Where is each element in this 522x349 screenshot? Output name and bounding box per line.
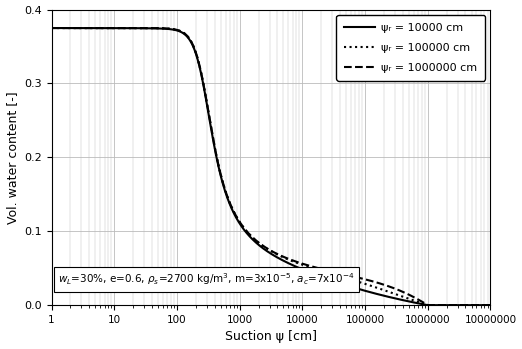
ψᵣ = 100000 cm <box>99 26 105 30</box>
Text: $w_L$=30%, e=0.6, $\rho_s$=2700 kg/m$^3$, m=3x10$^{-5}$, $a_c$=7x10$^{-4}$: $w_L$=30%, e=0.6, $\rho_s$=2700 kg/m$^3$… <box>58 272 354 288</box>
ψᵣ = 10000 cm <box>49 26 55 30</box>
Line: ψᵣ = 1000000 cm: ψᵣ = 1000000 cm <box>52 28 490 305</box>
ψᵣ = 10000 cm <box>217 170 223 174</box>
ψᵣ = 1000000 cm <box>125 26 131 30</box>
ψᵣ = 10000 cm <box>236 220 242 224</box>
ψᵣ = 100000 cm <box>479 303 485 307</box>
Y-axis label: Vol. water content [-]: Vol. water content [-] <box>6 91 19 224</box>
ψᵣ = 1000000 cm <box>49 26 55 30</box>
ψᵣ = 1000000 cm <box>236 218 242 223</box>
ψᵣ = 1000000 cm <box>487 303 493 307</box>
ψᵣ = 100000 cm <box>487 303 493 307</box>
Line: ψᵣ = 10000 cm: ψᵣ = 10000 cm <box>52 28 490 305</box>
ψᵣ = 100000 cm <box>217 169 223 173</box>
ψᵣ = 1000000 cm <box>424 303 431 307</box>
ψᵣ = 100000 cm <box>125 26 131 30</box>
ψᵣ = 10000 cm <box>432 303 438 307</box>
Line: ψᵣ = 100000 cm: ψᵣ = 100000 cm <box>52 28 490 305</box>
X-axis label: Suction ψ [cm]: Suction ψ [cm] <box>225 331 317 343</box>
ψᵣ = 1000000 cm <box>99 26 105 30</box>
ψᵣ = 1000000 cm <box>479 303 485 307</box>
Legend: ψᵣ = 10000 cm, ψᵣ = 100000 cm, ψᵣ = 1000000 cm: ψᵣ = 10000 cm, ψᵣ = 100000 cm, ψᵣ = 1000… <box>337 15 485 81</box>
ψᵣ = 10000 cm <box>99 26 105 30</box>
ψᵣ = 100000 cm <box>236 219 242 223</box>
ψᵣ = 1000000 cm <box>432 303 438 307</box>
ψᵣ = 100000 cm <box>49 26 55 30</box>
ψᵣ = 1000000 cm <box>217 169 223 173</box>
ψᵣ = 10000 cm <box>479 303 485 307</box>
ψᵣ = 100000 cm <box>432 303 438 307</box>
ψᵣ = 10000 cm <box>424 303 431 307</box>
ψᵣ = 100000 cm <box>424 303 431 307</box>
ψᵣ = 10000 cm <box>487 303 493 307</box>
ψᵣ = 10000 cm <box>125 26 131 30</box>
